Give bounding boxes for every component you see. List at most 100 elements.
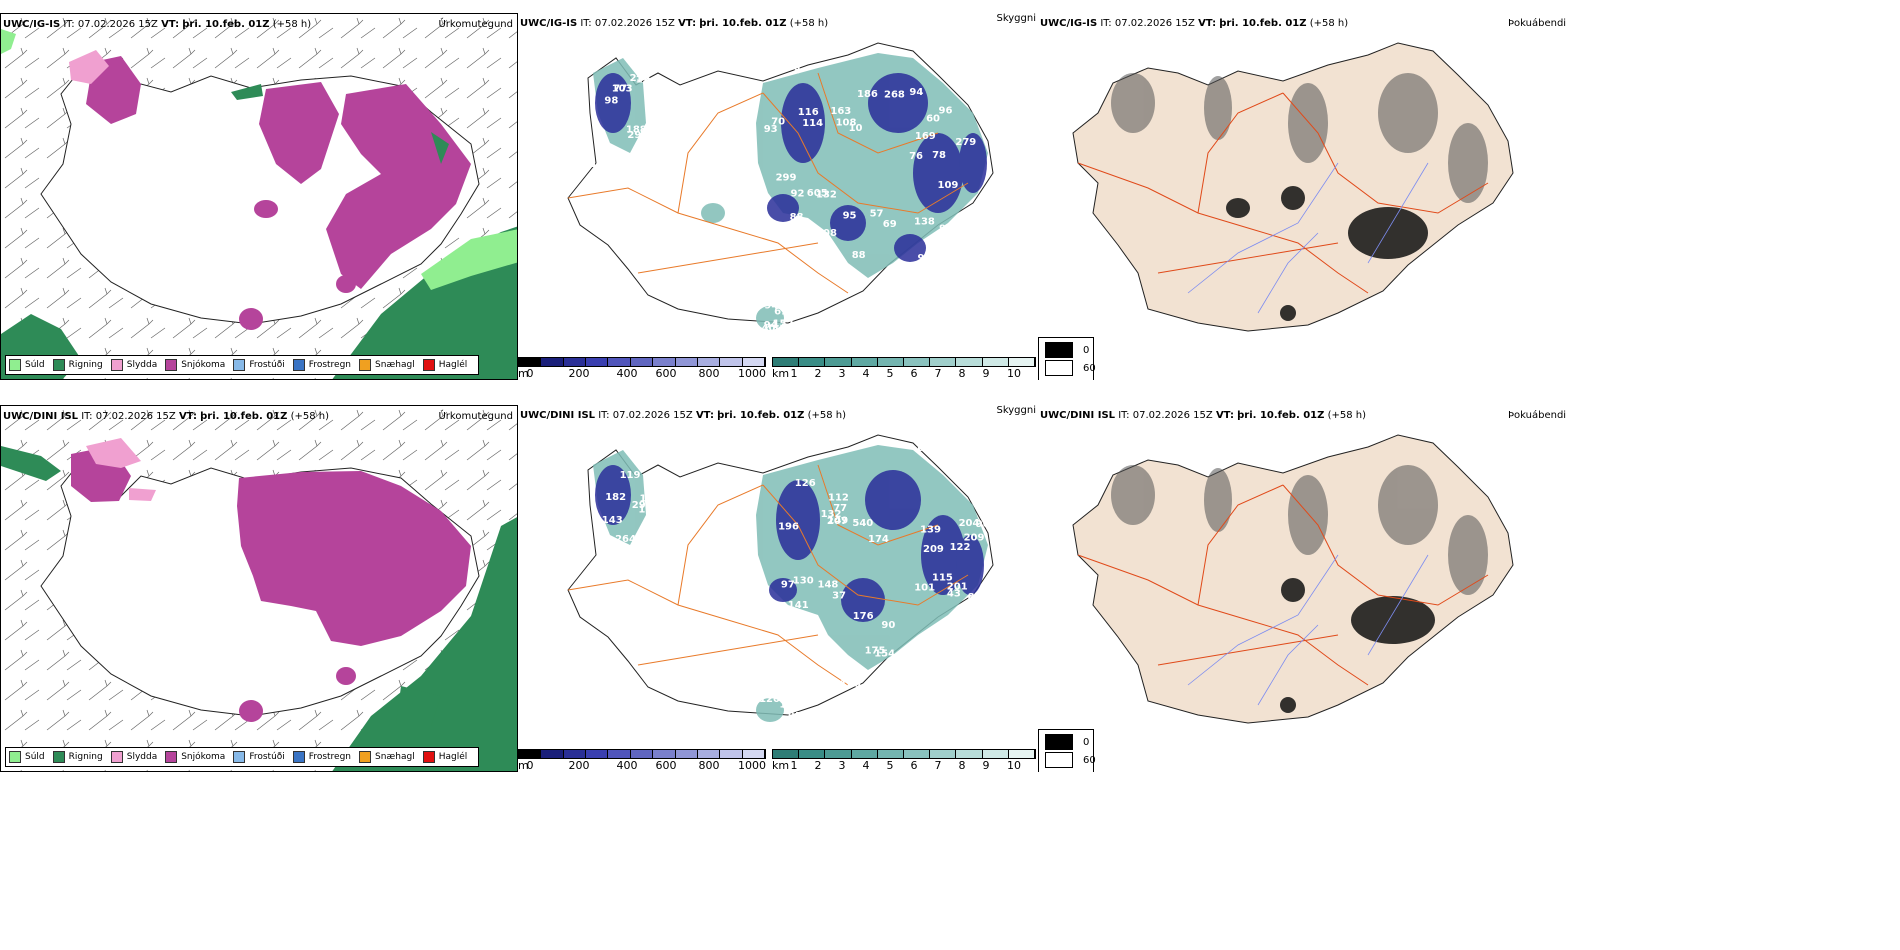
visibility-map: 2579382109954010311610878839477114961691…	[567, 42, 999, 335]
peak-label: 90	[976, 519, 990, 530]
precip-legend: Súld Rigning Slydda Snjókoma Frostúði Fr…	[5, 747, 480, 767]
peak-label: 77	[833, 503, 847, 514]
visibility-panel-top: UWC/IG-IS IT: 07.02.2026 15Z VT: þri. 10…	[518, 13, 1038, 380]
dense-fog	[1280, 578, 1435, 713]
peak-label: 297	[632, 500, 653, 511]
visibility-swatch	[904, 358, 931, 366]
visibility-swatch	[877, 750, 905, 758]
peak-label: 94	[764, 301, 778, 312]
peak-label: 77	[613, 84, 627, 95]
elevation-colorbar: m 0 200 400 600 800 1000	[518, 357, 766, 380]
visibility-swatch	[799, 750, 826, 758]
elevation-swatch	[697, 750, 721, 758]
peak-label: 132	[821, 509, 842, 520]
peak-label: 163	[830, 106, 851, 117]
peak-label: 122	[590, 159, 611, 170]
elevation-tick: 600	[655, 759, 677, 772]
peak-label: 138	[914, 217, 935, 228]
visibility-colorbar: km 1 2 3 4 5 6 7 8 9 10	[772, 749, 1036, 772]
visibility-swatch	[982, 358, 1009, 366]
peak-label: 114	[777, 688, 798, 699]
peak-label: 98	[604, 96, 618, 107]
peak-label: 88	[790, 212, 804, 223]
visibility-tick: 5	[886, 759, 894, 772]
panel-name: Þokuábendi	[1508, 18, 1567, 29]
visibility-swatch	[773, 750, 800, 758]
peak-label: 174	[868, 534, 889, 545]
visibility-tick: 10	[1007, 759, 1021, 772]
peak-label: 264	[925, 241, 946, 252]
elevation-ticks: m 0 200 400 600 800 1000	[518, 759, 766, 772]
peak-label: 110	[640, 494, 661, 505]
elevation-tick: 800	[698, 367, 720, 380]
legend-item-drizzle: Súld	[9, 751, 45, 763]
peak-label: 175	[865, 646, 886, 657]
visibility-swatch	[930, 358, 957, 366]
visibility-tick: 1	[790, 367, 798, 380]
peak-label: 201	[947, 582, 968, 593]
peak-label: 149	[827, 516, 848, 527]
fog-shading	[1111, 73, 1488, 203]
elevation-tick: 1000	[738, 759, 766, 772]
peak-label: 238	[630, 73, 651, 84]
fog-legend-black: 0	[1045, 734, 1089, 750]
peak-label: 94	[909, 87, 923, 98]
peak-label: 108	[816, 228, 837, 239]
peak-label: 93	[764, 124, 778, 135]
elevation-swatch	[720, 750, 743, 758]
peak-label: 191	[638, 505, 659, 516]
visibility-panel-bottom: UWC/DINI ISL IT: 07.02.2026 15Z VT: þri.…	[518, 405, 1038, 772]
elevation-swatch	[563, 750, 587, 758]
peak-label: 70	[771, 117, 785, 128]
peak-label: 176	[853, 611, 874, 622]
peak-label: 139	[920, 524, 941, 535]
peak-label: 103	[612, 83, 633, 94]
peak-label: 28	[788, 698, 802, 709]
peak-label: 152	[773, 318, 794, 329]
elevation-swatch	[697, 358, 721, 366]
elevation-unit: m	[518, 759, 529, 772]
elevation-unit: m	[518, 367, 529, 380]
peak-label: 126	[795, 478, 816, 489]
visibility-swatch	[904, 750, 931, 758]
peak-label: 94	[764, 320, 778, 331]
visibility-tick: 9	[982, 759, 990, 772]
peak-label: 188	[626, 125, 647, 136]
fog-legend: 0 60	[1038, 729, 1096, 772]
peak-label: 12	[636, 75, 650, 86]
visibility-swatch	[773, 358, 800, 366]
elevation-swatch	[653, 750, 676, 758]
high-peak-area	[595, 465, 984, 622]
peak-label: 37	[832, 591, 846, 602]
elevation-swatch	[541, 358, 564, 366]
elevation-swatch	[519, 750, 542, 758]
elevation-swatch	[586, 750, 609, 758]
visibility-swatch	[930, 750, 957, 758]
fog-rivers	[1187, 554, 1429, 706]
elevation-tick: 400	[616, 367, 638, 380]
peak-label: 141	[788, 600, 809, 611]
fog-panel-top: UWC/IG-IS IT: 07.02.2026 15Z VT: þri. 10…	[1038, 13, 1900, 380]
legend-item-freezing-rain: Frostregn	[292, 751, 351, 763]
precip-legend: Súld Rigning Slydda Snjókoma Frostúði Fr…	[5, 355, 480, 375]
elevation-swatch	[563, 358, 587, 366]
peak-label: 82	[972, 59, 986, 70]
visibility-swatch	[956, 750, 983, 758]
peak-label: 122	[950, 542, 971, 553]
elevation-swatch	[742, 358, 765, 366]
peak-label: 296	[627, 130, 648, 141]
road-network	[567, 72, 969, 294]
dense-fog	[1226, 186, 1428, 321]
elevation-swatch	[586, 358, 609, 366]
legend-item-sleet: Slydda	[110, 359, 157, 371]
visibility-tick: 6	[910, 367, 918, 380]
peak-label: 169	[915, 131, 936, 142]
peak-label: 96	[939, 105, 953, 116]
peak-label: 268	[884, 90, 905, 101]
road-network	[567, 464, 969, 686]
peak-label: 206	[876, 670, 897, 681]
panel-title: UWC/IG-IS IT: 07.02.2026 15Z VT: þri. 10…	[1040, 18, 1349, 29]
visibility-ticks: km 1 2 3 4 5 6 7 8 9 10	[772, 367, 1036, 380]
peak-label: 130	[793, 575, 814, 586]
elevation-tick: 200	[568, 367, 590, 380]
